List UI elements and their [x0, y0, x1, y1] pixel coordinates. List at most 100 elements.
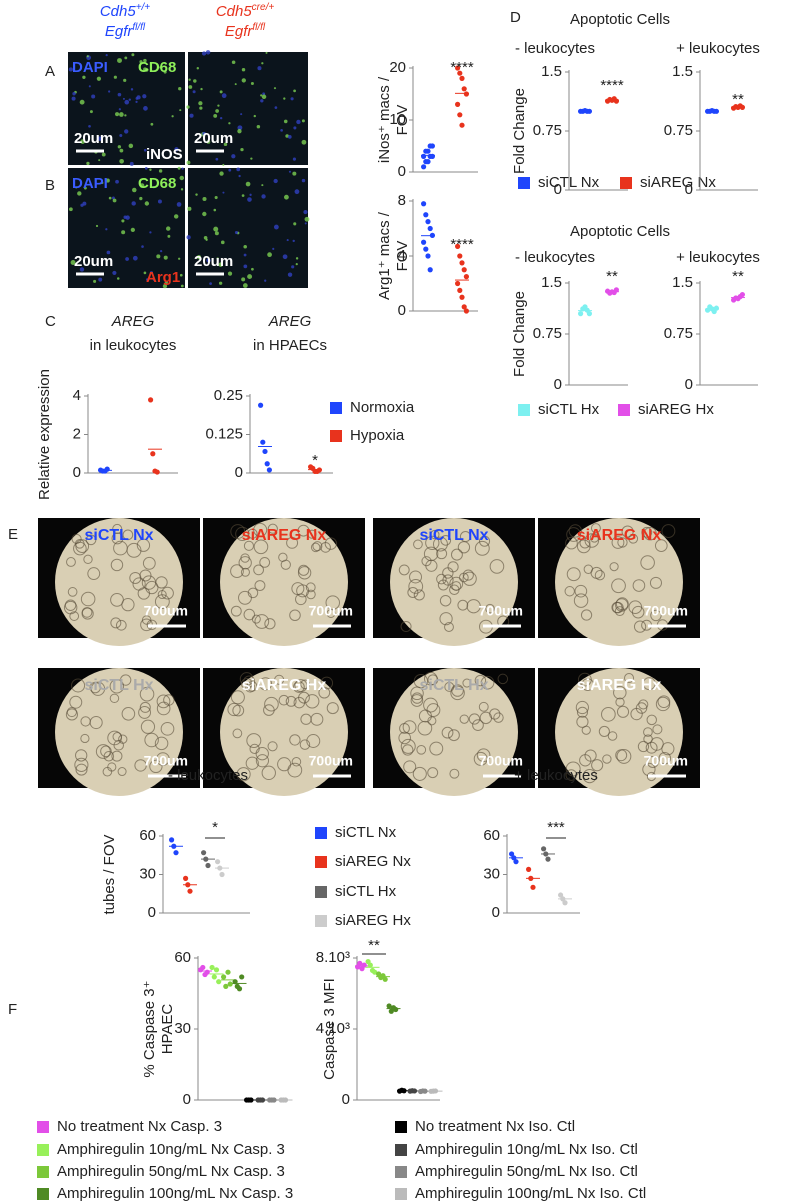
y-axis-label: Relative expression: [36, 369, 53, 500]
panel-label: E: [8, 526, 18, 543]
tube-pattern: [326, 608, 336, 618]
cell-speck: [214, 196, 218, 200]
tube-pattern: [251, 614, 261, 624]
tube-pattern: [249, 743, 260, 754]
tube-pattern: [421, 556, 432, 567]
cell-speck: [145, 278, 149, 281]
y-tick-label: 4: [73, 387, 81, 404]
well-label: siAREG Hx: [242, 677, 327, 694]
tube-pattern: [416, 744, 427, 755]
cell-speck: [131, 53, 135, 57]
y-axis-label: Fold Change: [511, 291, 528, 377]
data-point: [613, 98, 620, 104]
allele: fl/fl: [252, 22, 266, 33]
cell-speck: [273, 178, 278, 184]
y-tick-label: 8: [398, 192, 406, 209]
data-point: [425, 253, 431, 259]
cell-speck: [272, 247, 275, 250]
significance: **: [368, 937, 380, 954]
cell-speck: [163, 70, 167, 74]
tube-pattern: [459, 714, 469, 724]
y-tick-label: 0: [73, 464, 81, 481]
cell-speck: [82, 75, 86, 79]
cell-speck: [261, 62, 264, 65]
tube-pattern: [623, 673, 635, 684]
data-point: [425, 148, 431, 154]
data-point: [545, 856, 551, 862]
cell-speck: [180, 188, 184, 191]
well-label: siCTL Hx: [419, 677, 488, 694]
data-point: [421, 164, 427, 170]
cell-speck: [249, 193, 252, 196]
cell-speck: [237, 129, 242, 134]
y-tick-label: 0: [342, 1091, 350, 1108]
tube-pattern: [291, 756, 302, 767]
cell-speck: [202, 211, 207, 217]
tube-pattern: [565, 761, 581, 777]
cell-speck: [284, 194, 289, 200]
cell-speck: [219, 171, 224, 176]
cell-speck: [231, 60, 236, 65]
data-point: [526, 866, 532, 872]
tube-pattern: [413, 589, 425, 601]
scale-label: 20um: [194, 130, 233, 147]
legend-label: siCTL Nx: [335, 824, 397, 841]
cell-speck: [98, 159, 101, 162]
data-point: [457, 112, 463, 118]
legend-label: Amphiregulin 100ng/mL Nx Iso. Ctl: [415, 1185, 646, 1202]
tube-pattern: [497, 673, 509, 685]
cell-speck: [261, 194, 266, 199]
tube-pattern: [230, 690, 245, 705]
data-point: [200, 964, 206, 971]
tube-pattern: [478, 535, 491, 547]
data-point: [148, 397, 154, 403]
cell-speck: [218, 281, 223, 285]
data-point: [262, 448, 268, 455]
cell-speck: [198, 101, 203, 106]
scale-label: 700um: [144, 753, 188, 769]
cell-speck: [79, 99, 85, 105]
cell-speck: [228, 122, 231, 125]
tube-pattern: [485, 603, 495, 614]
tube-pattern: [300, 679, 310, 690]
tube-pattern: [601, 707, 616, 722]
data-point: [225, 969, 231, 975]
legend-swatch: [395, 1144, 407, 1156]
chart-title: + leukocytes: [514, 767, 598, 784]
cell-speck: [199, 106, 203, 110]
cell-speck: [149, 168, 152, 171]
tube-pattern: [161, 586, 174, 600]
tube-pattern: [640, 555, 655, 570]
data-point: [221, 974, 227, 980]
tube-pattern: [154, 594, 170, 610]
tube-pattern: [235, 526, 250, 542]
cell-speck: [265, 51, 268, 54]
cell-speck: [123, 78, 127, 82]
tube-pattern: [607, 731, 618, 741]
cell-speck: [292, 239, 295, 243]
cell-speck: [149, 231, 152, 234]
cell-speck: [158, 169, 163, 173]
tube-pattern: [295, 593, 307, 606]
cell-speck: [113, 75, 117, 79]
micrograph: [68, 168, 185, 288]
cell-speck: [159, 249, 163, 253]
well-label: siCTL Hx: [84, 677, 153, 694]
tube-pattern: [73, 541, 87, 556]
cell-speck: [141, 245, 144, 248]
tube-pattern: [473, 751, 488, 766]
data-point: [150, 451, 156, 457]
tube-pattern: [583, 564, 594, 574]
data-point: [459, 122, 465, 128]
data-point: [459, 294, 465, 300]
legend-label: siCTL Hx: [538, 401, 600, 418]
tube-pattern: [590, 523, 601, 534]
tube-pattern: [75, 539, 90, 553]
y-tick-label: 30: [174, 1020, 191, 1037]
legend-label: No treatment Nx Iso. Ctl: [415, 1118, 575, 1135]
cell-speck: [241, 67, 246, 72]
cell-speck: [116, 277, 120, 280]
cell-speck: [143, 148, 147, 152]
cell-speck: [213, 113, 218, 118]
cell-speck: [217, 104, 220, 107]
